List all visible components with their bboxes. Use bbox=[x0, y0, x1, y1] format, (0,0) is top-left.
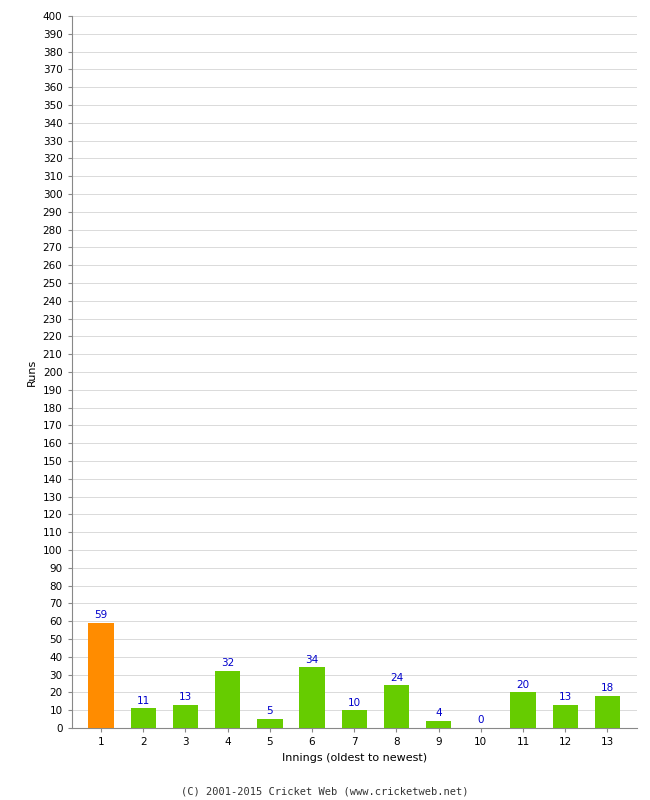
Bar bbox=[426, 721, 451, 728]
X-axis label: Innings (oldest to newest): Innings (oldest to newest) bbox=[281, 753, 427, 762]
Bar bbox=[131, 709, 156, 728]
Text: 4: 4 bbox=[436, 708, 442, 718]
Text: 32: 32 bbox=[221, 658, 234, 668]
Text: 13: 13 bbox=[179, 692, 192, 702]
Text: 20: 20 bbox=[517, 680, 530, 690]
Text: 24: 24 bbox=[390, 673, 403, 682]
Bar bbox=[88, 623, 114, 728]
Y-axis label: Runs: Runs bbox=[27, 358, 37, 386]
Bar bbox=[342, 710, 367, 728]
Text: 13: 13 bbox=[558, 692, 572, 702]
Text: 59: 59 bbox=[94, 610, 108, 620]
Bar bbox=[510, 693, 536, 728]
Text: 34: 34 bbox=[306, 655, 318, 665]
Bar bbox=[215, 671, 240, 728]
Bar bbox=[552, 705, 578, 728]
Bar bbox=[257, 719, 283, 728]
Bar bbox=[300, 667, 325, 728]
Text: 0: 0 bbox=[478, 715, 484, 726]
Text: 18: 18 bbox=[601, 683, 614, 694]
Text: 11: 11 bbox=[136, 696, 150, 706]
Text: (C) 2001-2015 Cricket Web (www.cricketweb.net): (C) 2001-2015 Cricket Web (www.cricketwe… bbox=[181, 786, 469, 796]
Bar bbox=[384, 686, 409, 728]
Bar bbox=[595, 696, 620, 728]
Bar bbox=[173, 705, 198, 728]
Text: 5: 5 bbox=[266, 706, 273, 717]
Text: 10: 10 bbox=[348, 698, 361, 707]
